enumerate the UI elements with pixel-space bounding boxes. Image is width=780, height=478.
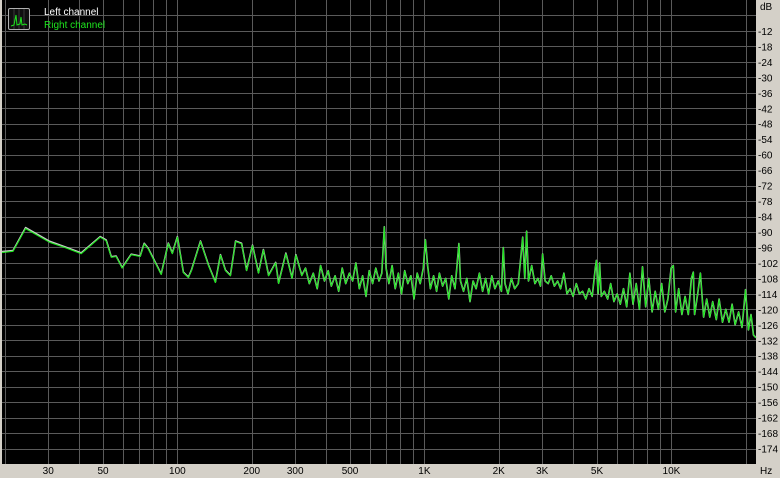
y-tick-label: -12 — [758, 27, 773, 38]
y-tick-label: -156 — [758, 398, 778, 409]
grid — [2, 0, 756, 464]
y-tick-label: -60 — [758, 151, 773, 162]
y-tick-label: -132 — [758, 336, 778, 347]
y-tick-label: -150 — [758, 383, 778, 394]
spectrum-icon — [8, 8, 30, 30]
y-tick-label: -48 — [758, 120, 773, 131]
legend-left-channel: Left channel — [44, 7, 99, 18]
y-tick-label: -36 — [758, 89, 773, 100]
x-tick-label: 5K — [591, 466, 604, 477]
x-tick-label: 50 — [97, 466, 109, 477]
y-tick-label: -114 — [758, 290, 778, 301]
y-tick-label: -174 — [758, 445, 778, 456]
x-tick-label: 100 — [169, 466, 186, 477]
y-tick-label: -96 — [758, 243, 773, 254]
y-tick-label: -24 — [758, 58, 773, 69]
y-tick-label: -126 — [758, 321, 778, 332]
x-tick-label: 1K — [418, 466, 431, 477]
x-tick-label: 500 — [342, 466, 359, 477]
y-tick-label: -120 — [758, 305, 778, 316]
x-tick-label: 30 — [43, 466, 55, 477]
y-tick-label: -90 — [758, 228, 773, 239]
y-tick-label: -168 — [758, 429, 778, 440]
series-lines — [1, 226, 757, 339]
y-tick-label: -30 — [758, 73, 773, 84]
x-axis: 30 50 100 200 300 500 1K 2K 3K 5K 10K — [43, 466, 681, 477]
y-tick-label: -84 — [758, 213, 773, 224]
y-tick-label: -144 — [758, 367, 778, 378]
y-tick-label: -78 — [758, 197, 773, 208]
y-axis: -12 -18 -24 -30 -36 -42 -48 -54 -60 -66 -72 -78 -84 -… — [758, 27, 778, 456]
y-tick-label: -72 — [758, 182, 773, 193]
y-tick-label: -162 — [758, 414, 778, 425]
x-tick-label: 10K — [663, 466, 681, 477]
y-tick-label: -102 — [758, 259, 778, 270]
y-tick-label: -108 — [758, 274, 778, 285]
x-tick-label: 2K — [493, 466, 506, 477]
y-axis-label: dB — [760, 2, 773, 13]
y-tick-label: -54 — [758, 135, 773, 146]
x-tick-label: 300 — [287, 466, 304, 477]
series-right-channel — [1, 226, 757, 339]
legend-right-channel: Right channel — [44, 20, 106, 31]
y-tick-label: -18 — [758, 42, 773, 53]
y-tick-label: -138 — [758, 352, 778, 363]
x-tick-label: 3K — [536, 466, 549, 477]
x-tick-label: 200 — [243, 466, 260, 477]
y-tick-label: -66 — [758, 166, 773, 177]
x-axis-label: Hz — [760, 466, 772, 477]
y-tick-label: -42 — [758, 104, 773, 115]
